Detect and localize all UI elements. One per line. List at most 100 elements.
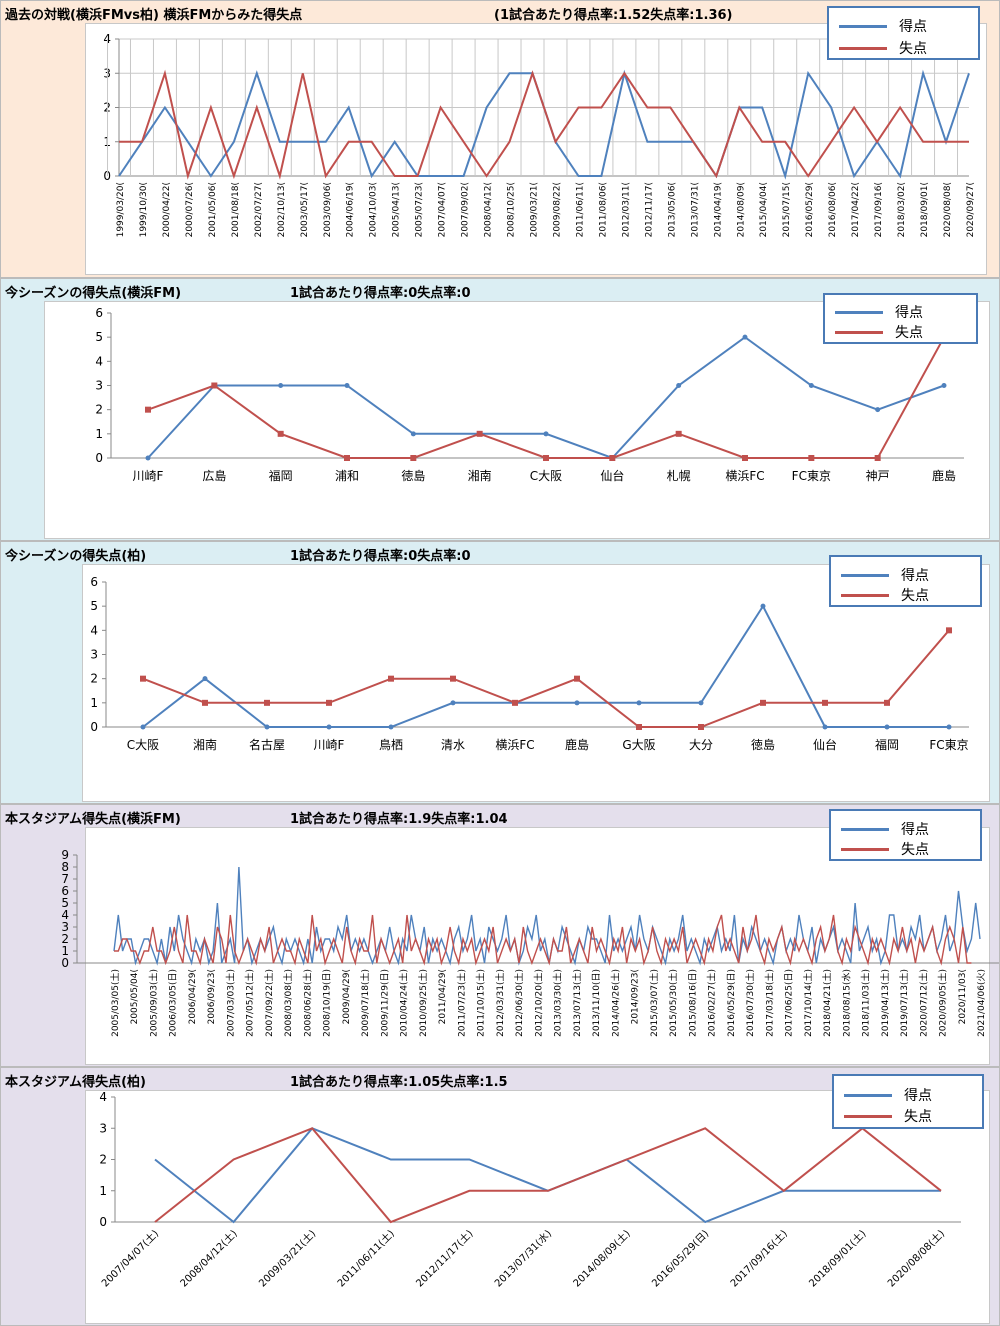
point-conceded <box>145 406 151 413</box>
x-tick-label: 2004/06/19( <box>346 182 356 237</box>
x-tick-label: 2005/09/03(土) <box>147 969 159 1037</box>
panel-stat: 1試合あたり得点率:1.05失点率:1.5 <box>290 1075 508 1090</box>
x-tick-label: 2012/11/17(土) <box>413 1227 476 1290</box>
x-tick-label: 2017/06/25(日) <box>784 969 795 1037</box>
x-tick-label: 2012/11/17( <box>644 182 654 237</box>
x-tick-label: G大阪 <box>622 738 655 752</box>
x-tick-label: FC東京 <box>792 469 831 483</box>
point-scored <box>946 724 952 730</box>
x-tick-label: 2015/03/07(土) <box>648 969 660 1037</box>
legend: 得点 失点 <box>829 555 982 607</box>
x-tick-label: 2001/05/06( <box>208 182 218 237</box>
x-tick-label: 2013/11/10(日) <box>591 969 602 1037</box>
point-scored <box>264 724 270 730</box>
x-tick-label: 徳島 <box>751 737 775 752</box>
x-tick-label: 2015/05/30(土) <box>667 969 679 1037</box>
series-line-scored <box>154 1127 941 1224</box>
point-scored <box>388 724 394 730</box>
x-tick-label: 2007/04/07(土) <box>99 1227 162 1290</box>
point-scored <box>410 431 416 437</box>
x-tick-label: 2008/04/12(土) <box>177 1227 240 1290</box>
x-tick-label: 2017/09/16( <box>874 182 884 237</box>
y-tick-label: 1 <box>99 1184 107 1198</box>
point-conceded <box>140 675 146 682</box>
x-tick-label: 2014/04/26(土) <box>609 969 621 1037</box>
y-tick-label: 3 <box>90 648 98 662</box>
x-tick-label: 2007/09/22(土) <box>263 969 275 1037</box>
point-scored <box>760 603 766 609</box>
panel-stat: 1試合あたり得点率:0失点率:0 <box>290 286 471 301</box>
legend-conceded-label: 失点 <box>901 842 929 858</box>
y-tick-label: 1 <box>95 427 103 441</box>
y-tick-label: 3 <box>61 920 69 934</box>
x-tick-label: 2007/09/02( <box>461 182 471 237</box>
panel-season-kashiwa: 今シーズンの得失点(柏) 1試合あたり得点率:0失点率:0 0 1 2 3 4 5 6 C大阪… <box>0 541 1000 804</box>
legend-scored-line <box>835 311 883 314</box>
y-tick-label: 4 <box>90 623 98 637</box>
y-tick-label: 7 <box>61 872 69 886</box>
x-tick-label: 2014/09/23( <box>631 969 641 1024</box>
y-tick-label: 5 <box>90 599 98 613</box>
x-tick-label: FC東京 <box>929 738 968 752</box>
y-tick-label: 3 <box>95 379 103 393</box>
point-conceded <box>698 724 704 730</box>
x-tick-label: 横浜FC <box>725 469 764 483</box>
point-scored <box>450 700 456 706</box>
x-tick-label: 2021/04/06(火) <box>976 969 987 1037</box>
series-line-scored <box>147 335 945 460</box>
y-tick-label: 9 <box>61 848 69 862</box>
legend: 得点 失点 <box>823 293 978 344</box>
x-tick-label: 清水 <box>441 738 465 752</box>
y-tick-label: 0 <box>61 956 69 970</box>
x-tick-label: 2015/04/04( <box>759 182 769 237</box>
y-tick-label: 1 <box>61 944 69 958</box>
x-tick-label: 名古屋 <box>249 737 285 752</box>
x-tick-label: 2020/09/27( <box>966 182 976 237</box>
x-tick-label: 2008/10/25( <box>507 182 517 237</box>
x-tick-label: 浦和 <box>335 469 359 483</box>
x-tick-label: 広島 <box>202 468 226 483</box>
point-conceded <box>388 675 394 682</box>
point-conceded <box>211 382 218 389</box>
x-tick-label: 2006/04/29( <box>188 969 198 1024</box>
point-scored <box>326 724 332 730</box>
point-scored <box>822 724 828 730</box>
series-line-conceded <box>154 1127 942 1224</box>
panel-title: 本スタジアム得失点(横浜FM) <box>5 812 181 827</box>
x-tick-label: 2015/07/15( <box>782 182 792 237</box>
panel-title: 今シーズンの得失点(横浜FM) <box>5 286 182 301</box>
point-conceded <box>884 699 890 706</box>
panel-stat: 1試合あたり得点率:1.9失点率:1.04 <box>290 812 508 827</box>
y-tick-label: 6 <box>95 306 103 320</box>
point-conceded <box>476 430 483 437</box>
legend-scored-label: 得点 <box>904 1088 932 1104</box>
point-scored <box>278 383 284 388</box>
x-tick-label: 2016/05/29( <box>805 182 815 237</box>
point-conceded <box>326 699 332 706</box>
point-conceded <box>609 455 616 461</box>
x-tick-label: 2003/05/17( <box>300 182 310 237</box>
x-tick-label: 2006/09/23( <box>207 969 217 1024</box>
x-tick-label: 2017/09/16(土) <box>727 1227 790 1290</box>
x-tick-label: 2000/04/22( <box>162 182 172 237</box>
x-tick-label: 2016/08/06( <box>828 182 838 237</box>
x-tick-label: 2007/04/07( <box>438 182 448 237</box>
series-line-conceded <box>114 914 972 966</box>
series-line-conceded <box>142 629 950 728</box>
x-tick-label: 2006/03/05(日) <box>168 969 179 1037</box>
x-tick-label: 2005/07/23( <box>415 182 425 237</box>
x-tick-label: 横浜FC <box>495 738 534 752</box>
x-tick-label: 2007/05/12(土) <box>244 969 256 1037</box>
x-tick-label: 川崎F <box>314 738 345 752</box>
x-tick-label: 1999/10/30( <box>139 182 149 237</box>
point-conceded <box>822 699 828 706</box>
x-tick-label: 仙台 <box>813 737 837 752</box>
x-tick-label: 2018/11/03(土) <box>860 969 872 1037</box>
legend-scored-label: 得点 <box>895 305 923 321</box>
legend: 得点 失点 <box>827 6 980 60</box>
point-conceded <box>344 455 350 461</box>
x-tick-label: 2009/04/29( <box>342 969 352 1024</box>
x-tick-label: 2012/06/30(土) <box>513 969 525 1037</box>
